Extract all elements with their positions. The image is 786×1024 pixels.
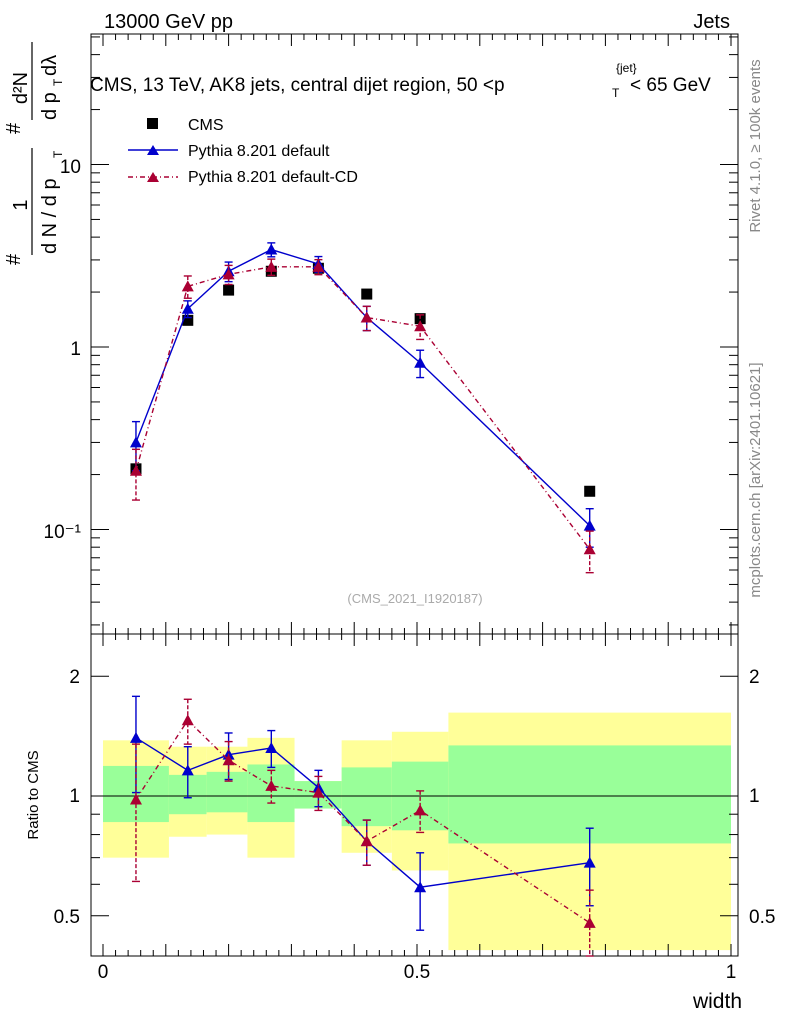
rivet-version-label: Rivet 4.1.0, ≥ 100k events [747, 59, 764, 232]
energy-label: 13000 GeV pp [104, 11, 233, 33]
ylabel-rhs-num: d²N [10, 72, 32, 104]
ratio-y-axis-label: Ratio to CMS [25, 750, 42, 839]
ylabel-den-sub: T [51, 150, 65, 158]
main-axis-ticks [91, 34, 738, 634]
plot-title: CMS, 13 TeV, AK8 jets, central dijet reg… [90, 61, 711, 100]
legend: CMS Pythia 8.201 default Pythia 8.201 de… [128, 117, 358, 186]
inner-band-segment [341, 767, 392, 827]
ratio-y-tick-1-left: 1 [69, 786, 80, 807]
default-line [135, 248, 591, 527]
ratio-default-point [583, 856, 596, 868]
analysis-id-watermark: (CMS_2021_I1920187) [347, 591, 482, 606]
default-cd-point [129, 464, 142, 476]
default-point [181, 302, 194, 314]
ratio-default-line [135, 737, 590, 888]
default-cd-point [414, 320, 427, 332]
title-tail: < 65 GeV [630, 75, 711, 96]
title-sub: T [612, 86, 620, 100]
default-cd-point [222, 268, 235, 280]
legend-default-marker [147, 145, 159, 155]
ylabel-rhs-den-sub: T [51, 78, 65, 86]
main-y-tick-labels: 10⁻¹ 1 10 [44, 157, 82, 543]
main-panel: (CMS_2021_I1920187) CMS, 13 TeV, AK8 jet… [3, 33, 739, 635]
ylabel-den: d N / d p [39, 178, 61, 254]
x-axis-label: width [692, 990, 742, 1013]
ratio-default-cd-point [360, 835, 373, 847]
ratio-y-tick-0.5-left: 0.5 [54, 907, 80, 928]
ylabel-rhs-den-tail: dλ [39, 55, 61, 76]
process-label: Jets [693, 11, 730, 33]
legend-cd-marker [147, 172, 159, 182]
ylabel-num: 1 [10, 199, 32, 210]
ratio-default-point [129, 731, 142, 743]
ratio-default-point [181, 764, 194, 776]
ratio-default-cd-point [129, 793, 142, 805]
title-sup: {jet} [616, 61, 637, 75]
legend-default-label: Pythia 8.201 default [188, 143, 330, 160]
ratio-default-cd-line [135, 719, 591, 924]
x-tick-labels: 0 0.5 1 [98, 962, 737, 983]
title-main: CMS, 13 TeV, AK8 jets, central dijet reg… [90, 75, 505, 96]
ratio-default-cd-point [181, 714, 194, 726]
ratio-default-cd-point [265, 779, 278, 791]
y-tick-label-10: 10 [60, 157, 81, 178]
default-cd-point [583, 543, 596, 555]
default-cd-point [312, 260, 325, 272]
mcplots-label: mcplots.cern.ch [arXiv:2401.10621] [747, 362, 764, 597]
ylabel-symbol-2: # [3, 122, 25, 134]
cms-data-point [182, 314, 194, 326]
ratio-axis-ticks [91, 634, 738, 956]
ratio-y-tick-labels: 2 1 0.5 2 1 0.5 [54, 667, 776, 928]
ratio-y-tick-0.5-right: 0.5 [749, 907, 775, 928]
ratio-frame [90, 633, 739, 957]
ratio-panel: Ratio to CMS 2 1 0.5 2 1 0.5 0 0.5 1 wid… [25, 633, 776, 1013]
ratio-series [129, 695, 596, 957]
default-point [583, 519, 596, 531]
x-tick-label-0: 0 [98, 962, 109, 983]
default-cd-point [360, 311, 373, 323]
ratio-default-point [414, 881, 427, 893]
ylabel-rhs-den: d p [39, 92, 61, 120]
y-tick-label-1: 1 [70, 339, 81, 360]
ratio-default-point [265, 742, 278, 754]
ratio-default-cd-point [583, 916, 596, 928]
ratio-y-tick-2-right: 2 [749, 667, 760, 688]
default-point [129, 436, 142, 448]
legend-cd-label: Pythia 8.201 default-CD [188, 169, 358, 186]
main-y-axis-label: # 1 d N / d p T # d²N d p T dλ [3, 42, 65, 265]
ratio-y-tick-1-right: 1 [749, 786, 760, 807]
x-tick-label-1: 1 [726, 962, 737, 983]
ratio-default-cd-point [414, 804, 427, 816]
ylabel-symbol-1: # [3, 253, 25, 265]
y-tick-label-0.1: 10⁻¹ [44, 522, 82, 543]
legend-cms-label: CMS [188, 117, 224, 134]
ratio-y-tick-2-left: 2 [69, 667, 80, 688]
main-series [129, 242, 596, 574]
cms-data-point [223, 284, 235, 296]
ratio-default-cd-point [312, 786, 325, 798]
ratio-default-cd-point [222, 754, 235, 766]
cms-data-point [584, 485, 596, 497]
default-point [414, 356, 427, 368]
cms-data-point [361, 288, 373, 300]
default-point [265, 243, 278, 255]
default-cd-line [135, 266, 591, 550]
legend-cms-marker [147, 118, 158, 129]
default-cd-point [181, 280, 194, 292]
inner-band-segment [448, 745, 731, 844]
default-cd-point [265, 260, 278, 272]
ratio-uncertainty-bands [103, 712, 731, 951]
inner-band-segment [206, 771, 248, 813]
x-tick-label-0.5: 0.5 [404, 962, 430, 983]
